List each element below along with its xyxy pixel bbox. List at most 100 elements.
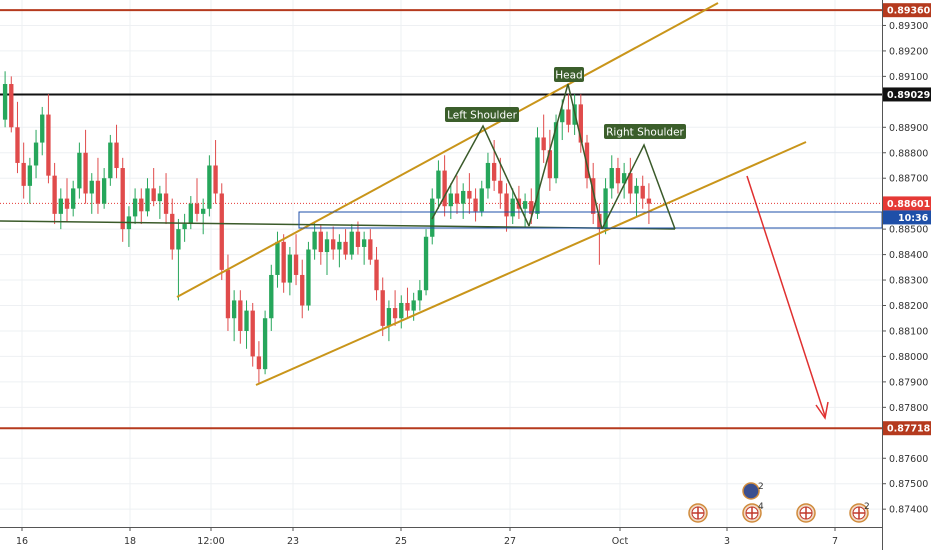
horizontal-levels[interactable] bbox=[0, 9, 882, 430]
y-tick-label: 0.88900 bbox=[889, 123, 928, 134]
candle-body bbox=[615, 168, 621, 184]
candle-body bbox=[108, 142, 113, 179]
candle-body bbox=[287, 254, 293, 283]
candle-body bbox=[467, 190, 472, 199]
candle-body bbox=[83, 152, 88, 194]
event-badge-eu[interactable] bbox=[742, 482, 760, 500]
candle-body bbox=[2, 84, 8, 120]
candle-body bbox=[244, 310, 249, 331]
candle-body bbox=[386, 308, 392, 326]
target-arrow-line[interactable] bbox=[746, 175, 826, 417]
x-tick-label: 23 bbox=[287, 536, 299, 547]
pattern-drawings[interactable]: Head Left Shoulder Right Shoulder bbox=[0, 2, 883, 420]
x-tick-label: 12:00 bbox=[197, 536, 224, 547]
badge-count: 4 bbox=[758, 502, 764, 512]
candle-body bbox=[529, 201, 534, 214]
head-label[interactable]: Head bbox=[555, 70, 582, 82]
candle-body bbox=[603, 188, 608, 230]
candle-body bbox=[71, 188, 76, 209]
candle-body bbox=[473, 198, 478, 212]
y-tick-label: 0.87400 bbox=[889, 505, 928, 516]
candle-body bbox=[374, 259, 379, 291]
y-tick-label: 0.87800 bbox=[889, 403, 928, 414]
level-tag-label: 0.87718 bbox=[887, 424, 931, 435]
right-shoulder-label[interactable]: Right Shoulder bbox=[606, 127, 684, 139]
candle-body bbox=[306, 249, 311, 306]
candle-body bbox=[541, 137, 546, 151]
candle-body bbox=[64, 198, 70, 209]
candle-body bbox=[194, 203, 200, 214]
countdown-label: 10:36 bbox=[898, 213, 929, 224]
candle-body bbox=[101, 178, 107, 204]
candle-body bbox=[591, 178, 596, 214]
candle-body bbox=[361, 239, 367, 247]
channel-upper-line[interactable] bbox=[176, 2, 719, 298]
candle-body bbox=[163, 193, 169, 214]
x-tick-label: 27 bbox=[504, 536, 516, 547]
y-tick-label: 0.89300 bbox=[889, 21, 928, 32]
candle-body bbox=[628, 173, 633, 194]
candle-body bbox=[566, 109, 571, 125]
candle-body bbox=[522, 201, 528, 209]
candle-body bbox=[560, 109, 565, 123]
x-tick-label: Oct bbox=[612, 536, 629, 547]
y-tick-label: 0.88700 bbox=[889, 174, 928, 185]
candle-body bbox=[312, 231, 317, 250]
event-badge-uk-1[interactable] bbox=[688, 503, 708, 523]
candle-body bbox=[182, 224, 187, 230]
candle-body bbox=[331, 239, 336, 250]
target-arrow-head bbox=[815, 401, 829, 420]
x-tick-label: 25 bbox=[395, 536, 407, 547]
candle-body bbox=[46, 114, 51, 176]
candle-body bbox=[380, 290, 385, 326]
candle-body bbox=[256, 356, 262, 370]
candle-body bbox=[392, 308, 398, 319]
candle-body bbox=[436, 170, 441, 199]
candle-body bbox=[33, 142, 39, 166]
candle-body bbox=[461, 190, 466, 204]
candle-body bbox=[77, 152, 82, 189]
candle-body bbox=[114, 142, 119, 169]
candle-body bbox=[15, 127, 20, 163]
x-tick-label: 7 bbox=[832, 536, 838, 547]
candle-body bbox=[547, 150, 553, 179]
x-tick-label: 3 bbox=[724, 536, 730, 547]
x-tick-label: 18 bbox=[124, 536, 136, 547]
candle-body bbox=[213, 165, 218, 194]
y-tick-label: 0.88000 bbox=[889, 352, 928, 363]
candle-body bbox=[269, 274, 274, 319]
time-axis[interactable]: 16 18 12:00 23 25 27 Oct 3 7 bbox=[0, 527, 882, 550]
y-tick-label: 0.89100 bbox=[889, 72, 928, 83]
right-shoulder-triangle[interactable] bbox=[601, 143, 676, 230]
time-axis-bg bbox=[0, 527, 882, 550]
badge-count: 2 bbox=[864, 502, 870, 512]
candle-body bbox=[324, 239, 330, 253]
candle-body bbox=[510, 198, 515, 217]
event-badge-uk-4[interactable] bbox=[849, 503, 869, 523]
level-tag-label: 0.89029 bbox=[887, 90, 930, 101]
candle-body bbox=[454, 193, 460, 204]
candle-body bbox=[275, 241, 280, 275]
eu-flag-icon bbox=[742, 482, 760, 500]
head-triangle[interactable] bbox=[528, 83, 603, 230]
y-tick-label: 0.88400 bbox=[889, 250, 928, 261]
price-axis[interactable]: 0.89300 0.89200 0.89100 0.88900 0.88800 0.887… bbox=[882, 0, 932, 550]
event-badge-uk-3[interactable] bbox=[796, 503, 816, 523]
left-shoulder-triangle[interactable] bbox=[431, 124, 530, 227]
candle-body bbox=[479, 188, 484, 212]
candle-body bbox=[120, 168, 125, 230]
candle-body bbox=[225, 269, 231, 319]
candle-body bbox=[188, 203, 193, 225]
candle-body bbox=[448, 193, 453, 207]
event-badges[interactable]: 2 4 2 bbox=[688, 482, 870, 523]
left-shoulder-label[interactable]: Left Shoulder bbox=[447, 110, 518, 122]
candle-body bbox=[417, 290, 423, 301]
event-badge-uk-2[interactable] bbox=[742, 503, 762, 523]
current-price-tag bbox=[883, 196, 931, 211]
candle-body bbox=[157, 193, 163, 202]
channel-lower-line[interactable] bbox=[255, 141, 807, 386]
candle-body bbox=[337, 241, 342, 250]
candle-body bbox=[355, 231, 361, 247]
candle-body bbox=[485, 162, 491, 189]
